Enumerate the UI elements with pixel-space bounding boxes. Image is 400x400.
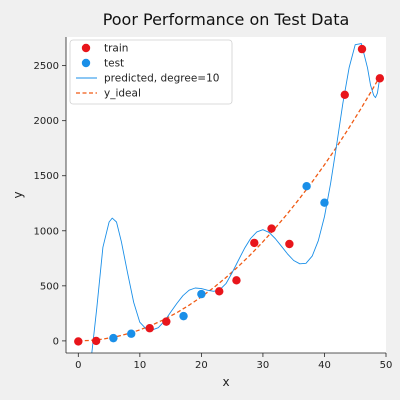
predicted-curve-line: [91, 43, 381, 353]
x-tick-label: 40: [318, 360, 331, 371]
train-point: [232, 276, 241, 285]
x-tick-label: 0: [75, 360, 81, 371]
legend-box: [69, 39, 233, 105]
train-point: [285, 239, 294, 249]
chart-title: Poor Performance on Test Data: [103, 10, 350, 29]
legend-key-train: [81, 43, 91, 53]
train-point: [340, 90, 349, 100]
test-point: [109, 333, 118, 343]
train-point: [357, 44, 367, 54]
x-tick-label: 20: [195, 360, 208, 371]
legend-label: y_ideal: [104, 88, 141, 100]
train-point: [162, 317, 171, 326]
y-tick-label: 500: [40, 281, 59, 292]
y-tick-label: 1000: [34, 226, 59, 237]
legend-label: test: [104, 58, 124, 70]
test-point: [179, 311, 188, 321]
train-point: [250, 238, 259, 248]
legend-label: train: [104, 43, 128, 55]
legend-label: predicted, degree=10: [104, 73, 219, 85]
x-axis-label: x: [222, 375, 229, 389]
y-tick-label: 2500: [34, 61, 59, 72]
x-tick-label: 50: [380, 360, 393, 371]
train-point: [267, 224, 276, 233]
train-point: [74, 337, 83, 346]
y-axis-label: y: [11, 191, 25, 198]
test-point: [127, 329, 136, 338]
y-tick-label: 0: [53, 336, 59, 347]
legend: train test predicted, degree=10 y_ideal: [69, 39, 233, 105]
train-point: [145, 324, 154, 333]
test-point: [320, 198, 329, 207]
train-point: [91, 336, 101, 346]
x-tick-label: 10: [133, 360, 146, 371]
test-point: [302, 181, 311, 191]
test-point: [197, 289, 206, 299]
x-tick-label: 30: [257, 360, 270, 371]
legend-key-test: [81, 58, 91, 68]
series-layer: [74, 43, 385, 353]
y-tick-label: 1500: [34, 171, 59, 182]
y-tick-label: 2000: [34, 116, 59, 127]
train-point: [375, 74, 385, 83]
train-point: [215, 287, 224, 296]
